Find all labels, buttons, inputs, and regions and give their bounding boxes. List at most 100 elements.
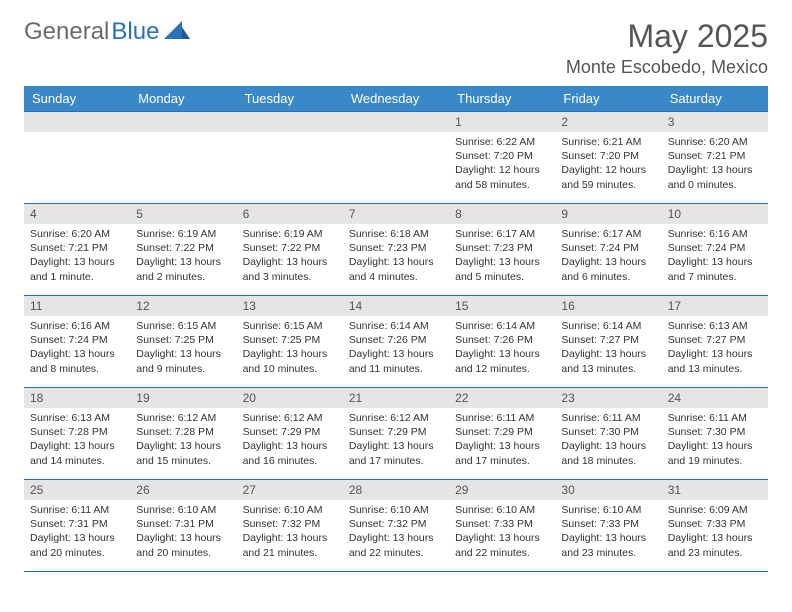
sunrise-text: Sunrise: 6:12 AM <box>349 411 443 425</box>
calendar-row: 11Sunrise: 6:16 AMSunset: 7:24 PMDayligh… <box>24 296 768 388</box>
sunrise-text: Sunrise: 6:13 AM <box>668 319 762 333</box>
day-number: 16 <box>555 296 661 316</box>
day-details: Sunrise: 6:10 AMSunset: 7:33 PMDaylight:… <box>555 500 661 564</box>
sunrise-text: Sunrise: 6:20 AM <box>30 227 124 241</box>
day-header: Friday <box>555 86 661 112</box>
day-details: Sunrise: 6:12 AMSunset: 7:29 PMDaylight:… <box>237 408 343 472</box>
sunset-text: Sunset: 7:29 PM <box>455 425 549 439</box>
sunrise-text: Sunrise: 6:09 AM <box>668 503 762 517</box>
calendar-cell: 28Sunrise: 6:10 AMSunset: 7:32 PMDayligh… <box>343 480 449 572</box>
logo-triangle-icon <box>164 18 190 46</box>
day-header-row: SundayMondayTuesdayWednesdayThursdayFrid… <box>24 86 768 112</box>
sunset-text: Sunset: 7:20 PM <box>561 149 655 163</box>
sunrise-text: Sunrise: 6:13 AM <box>30 411 124 425</box>
calendar-cell: 8Sunrise: 6:17 AMSunset: 7:23 PMDaylight… <box>449 204 555 296</box>
sunset-text: Sunset: 7:26 PM <box>455 333 549 347</box>
day-number: 8 <box>449 204 555 224</box>
day-number: 27 <box>237 480 343 500</box>
daylight-text: Daylight: 13 hours and 0 minutes. <box>668 163 762 191</box>
daylight-text: Daylight: 13 hours and 9 minutes. <box>136 347 230 375</box>
calendar-cell: 29Sunrise: 6:10 AMSunset: 7:33 PMDayligh… <box>449 480 555 572</box>
calendar-cell: 26Sunrise: 6:10 AMSunset: 7:31 PMDayligh… <box>130 480 236 572</box>
daylight-text: Daylight: 12 hours and 58 minutes. <box>455 163 549 191</box>
day-details: Sunrise: 6:10 AMSunset: 7:32 PMDaylight:… <box>343 500 449 564</box>
sunset-text: Sunset: 7:25 PM <box>243 333 337 347</box>
daylight-text: Daylight: 13 hours and 8 minutes. <box>30 347 124 375</box>
header: GeneralBlue May 2025 Monte Escobedo, Mex… <box>24 18 768 78</box>
sunrise-text: Sunrise: 6:10 AM <box>243 503 337 517</box>
day-details: Sunrise: 6:18 AMSunset: 7:23 PMDaylight:… <box>343 224 449 288</box>
sunset-text: Sunset: 7:26 PM <box>349 333 443 347</box>
day-details: Sunrise: 6:20 AMSunset: 7:21 PMDaylight:… <box>662 132 768 196</box>
logo-text-blue: Blue <box>111 18 159 46</box>
daylight-text: Daylight: 13 hours and 22 minutes. <box>455 531 549 559</box>
sunrise-text: Sunrise: 6:14 AM <box>561 319 655 333</box>
sunset-text: Sunset: 7:32 PM <box>243 517 337 531</box>
day-header: Thursday <box>449 86 555 112</box>
daylight-text: Daylight: 13 hours and 2 minutes. <box>136 255 230 283</box>
sunset-text: Sunset: 7:31 PM <box>30 517 124 531</box>
sunrise-text: Sunrise: 6:17 AM <box>455 227 549 241</box>
day-details: Sunrise: 6:17 AMSunset: 7:23 PMDaylight:… <box>449 224 555 288</box>
sunset-text: Sunset: 7:28 PM <box>30 425 124 439</box>
calendar-cell <box>343 112 449 204</box>
daylight-text: Daylight: 13 hours and 20 minutes. <box>136 531 230 559</box>
daylight-text: Daylight: 13 hours and 13 minutes. <box>668 347 762 375</box>
sunrise-text: Sunrise: 6:11 AM <box>455 411 549 425</box>
sunrise-text: Sunrise: 6:14 AM <box>349 319 443 333</box>
sunset-text: Sunset: 7:29 PM <box>349 425 443 439</box>
sunrise-text: Sunrise: 6:17 AM <box>561 227 655 241</box>
calendar-cell: 6Sunrise: 6:19 AMSunset: 7:22 PMDaylight… <box>237 204 343 296</box>
calendar-cell: 14Sunrise: 6:14 AMSunset: 7:26 PMDayligh… <box>343 296 449 388</box>
calendar-cell: 9Sunrise: 6:17 AMSunset: 7:24 PMDaylight… <box>555 204 661 296</box>
calendar-cell: 27 Sunrise: 6:10 AMSunset: 7:32 PMDayligh… <box>237 480 343 572</box>
sunset-text: Sunset: 7:33 PM <box>668 517 762 531</box>
day-number: 6 <box>237 204 343 224</box>
daylight-text: Daylight: 13 hours and 14 minutes. <box>30 439 124 467</box>
day-details: Sunrise: 6:20 AMSunset: 7:21 PMDaylight:… <box>24 224 130 288</box>
sunrise-text: Sunrise: 6:10 AM <box>136 503 230 517</box>
sunrise-text: Sunrise: 6:11 AM <box>668 411 762 425</box>
day-number: 21 <box>343 388 449 408</box>
calendar-row: 4Sunrise: 6:20 AMSunset: 7:21 PMDaylight… <box>24 204 768 296</box>
day-number: 13 <box>237 296 343 316</box>
sunset-text: Sunset: 7:28 PM <box>136 425 230 439</box>
day-details: Sunrise: 6:19 AMSunset: 7:22 PMDaylight:… <box>130 224 236 288</box>
day-details: Sunrise: 6:11 AMSunset: 7:30 PMDaylight:… <box>555 408 661 472</box>
sunrise-text: Sunrise: 6:11 AM <box>561 411 655 425</box>
day-number: 14 <box>343 296 449 316</box>
day-number: 18 <box>24 388 130 408</box>
calendar-cell: 15Sunrise: 6:14 AMSunset: 7:26 PMDayligh… <box>449 296 555 388</box>
daylight-text: Daylight: 13 hours and 17 minutes. <box>349 439 443 467</box>
daylight-text: Daylight: 13 hours and 1 minute. <box>30 255 124 283</box>
calendar-row: 1Sunrise: 6:22 AMSunset: 7:20 PMDaylight… <box>24 112 768 204</box>
calendar-cell: 3Sunrise: 6:20 AMSunset: 7:21 PMDaylight… <box>662 112 768 204</box>
sunset-text: Sunset: 7:23 PM <box>349 241 443 255</box>
daylight-text: Daylight: 13 hours and 13 minutes. <box>561 347 655 375</box>
daylight-text: Daylight: 13 hours and 18 minutes. <box>561 439 655 467</box>
day-number: 17 <box>662 296 768 316</box>
daylight-text: Daylight: 13 hours and 22 minutes. <box>349 531 443 559</box>
day-details: Sunrise: 6:14 AMSunset: 7:26 PMDaylight:… <box>343 316 449 380</box>
daylight-text: Daylight: 13 hours and 6 minutes. <box>561 255 655 283</box>
calendar-cell: 18 Sunrise: 6:13 AMSunset: 7:28 PMDayligh… <box>24 388 130 480</box>
sunset-text: Sunset: 7:23 PM <box>455 241 549 255</box>
sunset-text: Sunset: 7:20 PM <box>455 149 549 163</box>
calendar-cell: 2Sunrise: 6:21 AMSunset: 7:20 PMDaylight… <box>555 112 661 204</box>
day-number: 7 <box>343 204 449 224</box>
day-details: Sunrise: 6:19 AMSunset: 7:22 PMDaylight:… <box>237 224 343 288</box>
calendar-cell: 4Sunrise: 6:20 AMSunset: 7:21 PMDaylight… <box>24 204 130 296</box>
calendar-cell: 17Sunrise: 6:13 AMSunset: 7:27 PMDayligh… <box>662 296 768 388</box>
sunrise-text: Sunrise: 6:15 AM <box>136 319 230 333</box>
day-details: Sunrise: 6:11 AMSunset: 7:29 PMDaylight:… <box>449 408 555 472</box>
daylight-text: Daylight: 13 hours and 3 minutes. <box>243 255 337 283</box>
day-number: 30 <box>555 480 661 500</box>
sunset-text: Sunset: 7:24 PM <box>30 333 124 347</box>
daylight-text: Daylight: 13 hours and 21 minutes. <box>243 531 337 559</box>
sunrise-text: Sunrise: 6:18 AM <box>349 227 443 241</box>
sunrise-text: Sunrise: 6:10 AM <box>349 503 443 517</box>
sunrise-text: Sunrise: 6:20 AM <box>668 135 762 149</box>
calendar-cell: 5Sunrise: 6:19 AMSunset: 7:22 PMDaylight… <box>130 204 236 296</box>
day-number: 25 <box>24 480 130 500</box>
day-number: 2 <box>555 112 661 132</box>
